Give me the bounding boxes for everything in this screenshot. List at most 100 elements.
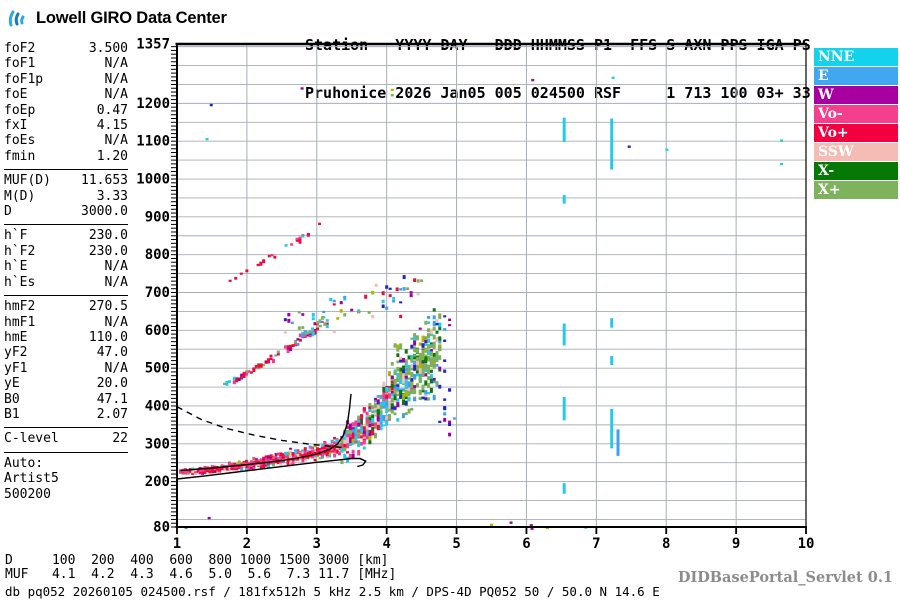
svg-text:9: 9	[732, 536, 740, 552]
parameter-row: foEs N/A	[4, 133, 128, 148]
svg-text:4: 4	[382, 536, 390, 552]
giro-logo: Lowell GIRO Data Center	[8, 5, 227, 31]
parameter-label: foE	[4, 87, 28, 103]
parameter-row: foF1p N/A	[4, 72, 128, 87]
legend-item-nne: NNE	[814, 48, 898, 66]
chart-frame	[175, 42, 807, 528]
parameter-row: foEp 0.47	[4, 103, 128, 118]
measurement-file-info: db pq052 20260105 024500.rsf / 181fx512h…	[5, 584, 660, 599]
parameter-value: 230.0	[88, 228, 128, 244]
parameter-row: 500200	[4, 487, 128, 502]
parameter-value: 2.07	[96, 406, 128, 422]
parameter-row: h`F2 230.0	[4, 244, 128, 259]
parameter-value: N/A	[104, 133, 128, 149]
parameter-row: h`Es N/A	[4, 275, 128, 290]
parameter-row: yF1 N/A	[4, 361, 128, 376]
parameter-value: N/A	[104, 360, 128, 376]
svg-text:5: 5	[452, 536, 460, 552]
parameter-label: C-level	[4, 431, 59, 447]
muf-distance-row: D 100 200 400 600 800 1000 1500 3000 [km…	[5, 553, 389, 568]
parameter-value: 4.15	[96, 118, 128, 134]
isolated-echo-layer	[184, 76, 784, 530]
panel-group: Auto: Artist5 500200	[4, 451, 128, 505]
parameter-value: 47.1	[96, 391, 128, 407]
svg-text:2: 2	[243, 536, 251, 552]
parameter-label: foF2	[4, 41, 36, 56]
parameter-label: h`F	[4, 228, 28, 244]
parameter-row: hmE 110.0	[4, 330, 128, 345]
echo-scatter-layer	[178, 232, 456, 476]
parameter-value: N/A	[104, 87, 128, 103]
parameter-row: foE N/A	[4, 87, 128, 102]
parameter-value: 3.500	[88, 41, 128, 56]
parameter-label: yE	[4, 376, 20, 392]
parameter-value: 3.33	[96, 188, 128, 204]
parameter-value: 3000.0	[81, 204, 128, 220]
parameter-row: yF2 47.0	[4, 345, 128, 360]
legend-item-x: X-	[814, 162, 898, 180]
parameter-row: foF2 3.500	[4, 41, 128, 56]
svg-text:1200: 1200	[136, 96, 170, 112]
parameter-value: N/A	[104, 71, 128, 87]
station-header-row-values: Pruhonice 2026 Jan05 005 024500 RSF 1 71…	[305, 84, 811, 102]
parameter-label: foF1p	[4, 71, 44, 87]
parameter-row: B0 47.1	[4, 392, 128, 407]
svg-text:400: 400	[145, 398, 170, 414]
parameter-value: 270.5	[88, 299, 128, 315]
legend-item-vo: Vo-	[814, 105, 898, 123]
parameter-label: B1	[4, 406, 20, 422]
parameter-label: hmF2	[4, 299, 36, 315]
legend-item-vo: Vo+	[814, 124, 898, 142]
svg-text:600: 600	[145, 323, 170, 339]
parameter-label: D	[4, 204, 12, 220]
parameter-label: hmE	[4, 329, 28, 345]
panel-group: MUF(D) 11.653 M(D) 3.33 D 3000.0	[4, 169, 128, 222]
svg-text:900: 900	[145, 209, 170, 225]
parameter-value: 0.47	[96, 102, 128, 118]
panel-group: hmF2 270.5 hmF1 N/A hmE 110.0 yF2 47.0 yF1 N/A yE 2…	[4, 295, 128, 425]
legend-item-x: X+	[814, 181, 898, 199]
svg-text:1000: 1000	[136, 172, 170, 188]
legend-item-e: E	[814, 67, 898, 85]
parameter-value: N/A	[104, 56, 128, 72]
echo-direction-legend: NNE E W Vo- Vo+ SSW X- X+	[814, 48, 898, 200]
parameter-label: MUF(D)	[4, 173, 51, 189]
parameter-value: 20.0	[96, 376, 128, 392]
parameter-value: 230.0	[88, 243, 128, 259]
parameter-row: M(D) 3.33	[4, 189, 128, 204]
parameter-value: N/A	[104, 259, 128, 275]
scaled-trace-lines-layer	[176, 393, 367, 480]
svg-text:1: 1	[173, 536, 181, 552]
parameter-label: yF1	[4, 360, 28, 376]
svg-text:500: 500	[145, 361, 170, 377]
svg-text:6: 6	[522, 536, 530, 552]
parameter-row: MUF(D) 11.653	[4, 173, 128, 188]
muf-values-row: MUF 4.1 4.2 4.3 4.6 5.0 5.6 7.3 11.7 [MH…	[5, 567, 397, 582]
parameter-row: fxI 4.15	[4, 118, 128, 133]
svg-text:7: 7	[592, 536, 600, 552]
parameter-label: Artist5	[4, 471, 59, 487]
svg-text:1357: 1357	[136, 36, 170, 52]
servlet-version-label: DIDBasePortal_Servlet 0.1	[677, 569, 893, 586]
parameter-value: 22	[112, 431, 128, 447]
parameter-label: fmin	[4, 148, 36, 164]
parameter-row: Auto:	[4, 456, 128, 471]
svg-text:8: 8	[662, 536, 670, 552]
parameter-label: h`E	[4, 259, 28, 275]
svg-text:800: 800	[145, 247, 170, 263]
legend-item-w: W	[814, 86, 898, 104]
parameter-row: hmF1 N/A	[4, 315, 128, 330]
parameter-label: foEs	[4, 133, 36, 149]
parameter-row: h`F 230.0	[4, 228, 128, 243]
svg-text:1100: 1100	[136, 134, 170, 150]
parameter-label: foF1	[4, 56, 36, 72]
parameter-value: 47.0	[96, 345, 128, 361]
parameter-row: B1 2.07	[4, 407, 128, 422]
scaled-parameters-panel: foF2 3.500 foF1 N/A foF1p N/A foE N/A foEp 0.47 fx…	[4, 40, 128, 505]
parameter-row: fmin 1.20	[4, 149, 128, 164]
parameter-value: 1.20	[96, 148, 128, 164]
parameter-row: h`E N/A	[4, 259, 128, 274]
svg-text:80: 80	[153, 520, 170, 536]
parameter-label: Auto:	[4, 455, 44, 471]
parameter-label: B0	[4, 391, 20, 407]
